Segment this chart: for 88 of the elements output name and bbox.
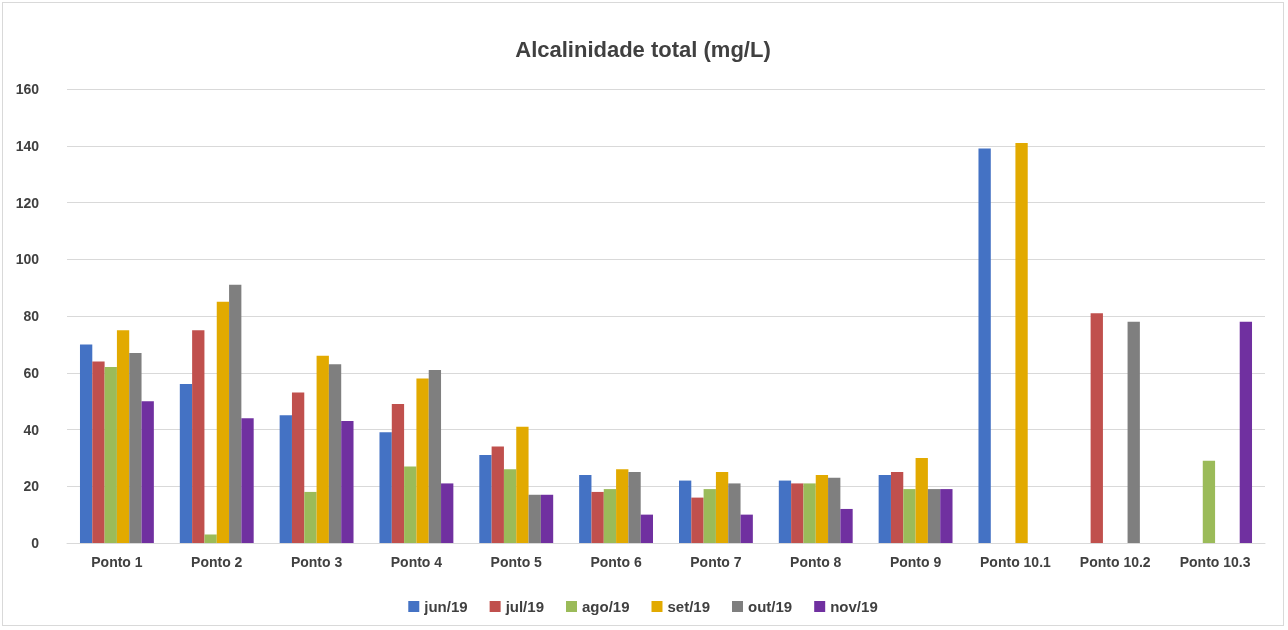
bar	[1202, 460, 1216, 543]
bar	[279, 415, 292, 543]
x-tick-label: Ponto 3	[290, 554, 343, 570]
bar	[428, 369, 442, 543]
bar	[328, 364, 342, 543]
bar	[691, 497, 704, 543]
bar	[1239, 321, 1253, 543]
x-tick-label: Ponto 10.1	[980, 554, 1052, 570]
legend-label: ago/19	[581, 598, 630, 615]
bar	[179, 384, 193, 543]
bar	[204, 534, 217, 543]
y-tick-label: 0	[31, 535, 40, 551]
y-tick-label: 80	[23, 308, 40, 324]
legend-label: jun/19	[423, 598, 468, 615]
bar	[728, 483, 741, 543]
x-tick-label: Ponto 9	[889, 554, 942, 570]
bar	[92, 361, 105, 543]
x-tick-label: Ponto 10.2	[1079, 554, 1151, 570]
x-tick-label: Ponto 7	[690, 554, 742, 570]
y-tick-label: 60	[23, 364, 40, 381]
bar	[678, 480, 692, 543]
bar	[528, 494, 541, 543]
bar	[116, 330, 130, 543]
bar	[241, 418, 254, 543]
bar	[616, 469, 629, 543]
bar	[104, 367, 117, 543]
bar	[404, 466, 417, 543]
bar	[890, 472, 904, 543]
bar	[591, 491, 604, 543]
bar	[316, 355, 329, 543]
bar	[903, 489, 916, 543]
x-tick-label: Ponto 5	[490, 554, 543, 570]
x-tick-label: Ponto 4	[390, 554, 443, 570]
bar	[579, 474, 592, 543]
y-tick-label: 160	[15, 81, 40, 97]
bar	[878, 474, 891, 543]
x-tick-label: Ponto 2	[191, 554, 243, 570]
bar	[79, 344, 93, 543]
bar	[391, 403, 405, 543]
y-tick-label: 100	[15, 251, 40, 268]
bar	[503, 469, 517, 543]
bar	[1015, 142, 1028, 543]
bar	[1127, 321, 1140, 543]
y-tick-label: 40	[23, 421, 40, 438]
bar	[441, 483, 454, 543]
bar	[1090, 313, 1103, 543]
bar	[291, 392, 305, 543]
bar	[828, 477, 841, 543]
bar	[815, 474, 829, 543]
x-tick-label: Ponto 6	[590, 554, 642, 570]
bar	[927, 489, 941, 543]
legend-label: set/19	[667, 598, 711, 615]
bar	[703, 489, 716, 543]
bar	[628, 472, 641, 543]
bar	[640, 514, 654, 543]
bar	[491, 446, 504, 543]
bar	[192, 330, 205, 543]
bar	[304, 491, 317, 543]
bar	[141, 401, 154, 543]
bar	[516, 426, 529, 543]
bar	[379, 432, 392, 543]
y-tick-label: 120	[15, 194, 40, 211]
bar	[978, 148, 991, 543]
y-tick-label: 140	[15, 137, 40, 154]
bar	[715, 472, 729, 543]
bar	[416, 378, 429, 543]
bar	[778, 480, 792, 543]
legend-label: nov/19	[830, 598, 878, 615]
bar	[940, 489, 953, 543]
x-tick-label: Ponto 8	[790, 554, 842, 570]
legend-label: jul/19	[504, 598, 544, 615]
bar	[603, 489, 617, 543]
bar	[216, 301, 230, 543]
bar	[740, 514, 753, 543]
bar	[341, 420, 354, 543]
bar	[129, 352, 142, 543]
x-tick-label: Ponto 1	[91, 554, 143, 570]
x-tick-label: Ponto 10.3	[1179, 554, 1251, 570]
legend-label: out/19	[748, 598, 793, 615]
chart-title: Alcalinidade total (mg/L)	[515, 36, 771, 62]
bar	[840, 508, 853, 543]
bar	[479, 455, 492, 543]
y-tick-label: 20	[23, 478, 40, 495]
bar	[803, 483, 816, 543]
bar	[229, 284, 242, 543]
bar	[915, 457, 928, 543]
bar	[540, 494, 554, 543]
bar	[791, 483, 804, 543]
